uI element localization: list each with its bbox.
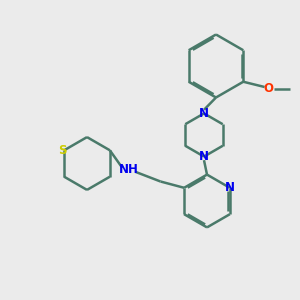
Text: N: N [199, 150, 209, 163]
Text: NH: NH [119, 163, 139, 176]
Text: S: S [58, 144, 67, 157]
Text: O: O [263, 82, 274, 95]
Text: N: N [199, 107, 209, 120]
Text: N: N [225, 181, 235, 194]
